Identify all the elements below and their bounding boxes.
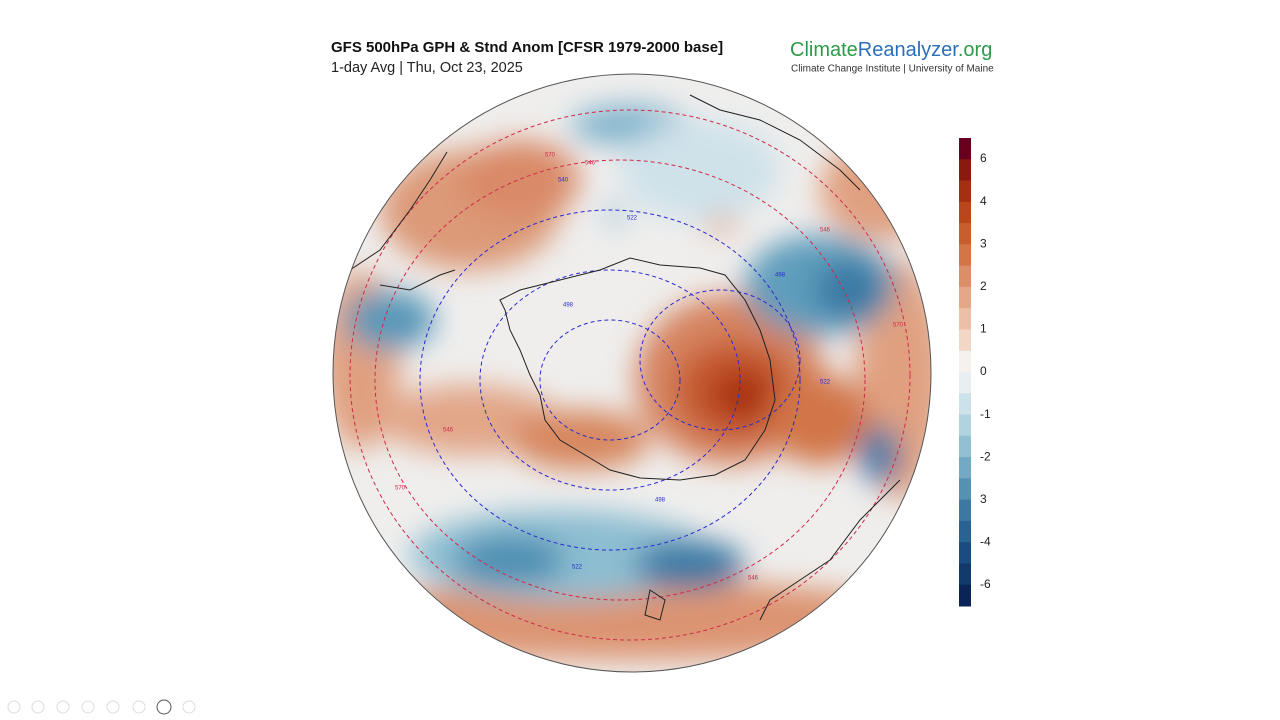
anomaly-blob [455, 535, 565, 585]
anomaly-blob [620, 120, 780, 220]
contour-label: 546 [820, 228, 831, 234]
colorbar-label: -1 [980, 407, 991, 421]
contour-label: 522 [820, 380, 831, 386]
colorbar-segment [959, 435, 971, 458]
colorbar-segment [959, 308, 971, 330]
anomaly-blob [820, 140, 931, 240]
anomaly-blob [860, 425, 900, 485]
colorbar-segment [959, 457, 971, 479]
contour-label: 570 [395, 486, 406, 492]
contour-label: 498 [563, 303, 574, 309]
colorbar-label: -4 [980, 535, 991, 549]
colorbar-label: 6 [980, 151, 987, 165]
colorbar-segment [959, 223, 971, 245]
contour-label: 522 [572, 565, 583, 571]
colorbar-label: 3 [980, 236, 987, 250]
antarctica [499, 257, 776, 481]
toolbar-icon[interactable] [182, 700, 196, 714]
contour-label: 546 [748, 576, 759, 582]
colorbar-label: 3 [980, 492, 987, 506]
title: GFS 500hPa GPH & Stnd Anom [CFSR 1979-20… [331, 39, 723, 56]
colorbar: 6 4 3 2 1 0 -1 -2 3 -4 -6 [959, 138, 991, 607]
contours [349, 109, 911, 641]
toolbar-icon[interactable] [56, 700, 70, 714]
toolbar-icon[interactable] [31, 700, 45, 714]
colorbar-segment [959, 542, 971, 564]
contour-label: 546 [443, 428, 454, 434]
contour-label: 522 [627, 216, 638, 222]
toolbar-icon[interactable] [156, 699, 172, 715]
brand-part: .org [958, 39, 992, 61]
contour-line [539, 319, 681, 441]
contour-line [479, 269, 741, 491]
contour-label: 570 [545, 153, 556, 159]
colorbar-label: 4 [980, 194, 987, 208]
anomaly-blob [510, 410, 650, 470]
brand-part: Reanalyzer [858, 39, 960, 61]
contour-label: 498 [775, 273, 786, 279]
australia [759, 479, 901, 621]
colorbar-segment [959, 350, 971, 373]
colorbar-segment [959, 393, 971, 416]
contour-line [419, 209, 801, 551]
colorbar-segment [959, 372, 971, 394]
anomaly-blob [815, 260, 885, 320]
colorbar-label: -6 [980, 577, 991, 591]
colorbar-segment [959, 244, 971, 267]
colorbar-label: 2 [980, 279, 987, 293]
toolbar [7, 699, 196, 715]
anomaly-blob [635, 540, 745, 590]
toolbar-icon[interactable] [106, 700, 120, 714]
colorbar-label: -2 [980, 449, 991, 463]
brand-part: Climate [790, 39, 858, 61]
colorbar-segment [959, 563, 971, 586]
map-border [332, 73, 932, 673]
subtitle: 1-day Avg | Thu, Oct 23, 2025 [331, 60, 523, 76]
colorbar-label: 1 [980, 322, 987, 336]
contour-label: 540 [558, 178, 569, 184]
colorbar-segment [959, 201, 971, 224]
colorbar-segment [959, 329, 971, 352]
colorbar-segment [959, 584, 971, 607]
colorbar-segment [959, 265, 971, 288]
colorbar-segment [959, 478, 971, 501]
tierra-del-fuego [379, 269, 456, 291]
coastlines [349, 94, 901, 621]
anomaly-blob [605, 203, 625, 227]
colorbar-segment [959, 180, 971, 203]
anomaly-blob [770, 375, 870, 465]
contour-label: 546 [585, 161, 596, 167]
colorbar-segment [959, 499, 971, 522]
contour-line [349, 109, 911, 641]
contour-label: 498 [655, 498, 666, 504]
new-zealand [644, 589, 666, 621]
contour-labels: 570 546 540 498 522 546 498 522 570 498 546 570 522 5… [395, 153, 904, 582]
toolbar-icon[interactable] [81, 700, 95, 714]
brand: ClimateReanalyzer.org [790, 39, 992, 61]
contour-line [639, 289, 801, 431]
colorbar-segment [959, 286, 971, 309]
toolbar-icon[interactable] [132, 700, 146, 714]
colorbar-segment [959, 520, 971, 543]
south-america [349, 151, 448, 271]
anomaly-blob [460, 140, 580, 220]
map: 570 546 540 498 522 546 498 522 570 498 546 570 522 5… [333, 74, 931, 672]
africa [689, 94, 861, 191]
colorbar-segment [959, 138, 971, 160]
anomaly-blob [712, 370, 772, 420]
colorbar-segment [959, 414, 971, 437]
contour-line [374, 159, 866, 601]
anomaly-blob [345, 290, 435, 350]
brand-tagline: Climate Change Institute | University of… [791, 64, 994, 75]
contour-label: 570 [893, 323, 904, 329]
colorbar-segment [959, 159, 971, 182]
colorbar-label: 0 [980, 364, 987, 378]
toolbar-icon[interactable] [7, 700, 21, 714]
